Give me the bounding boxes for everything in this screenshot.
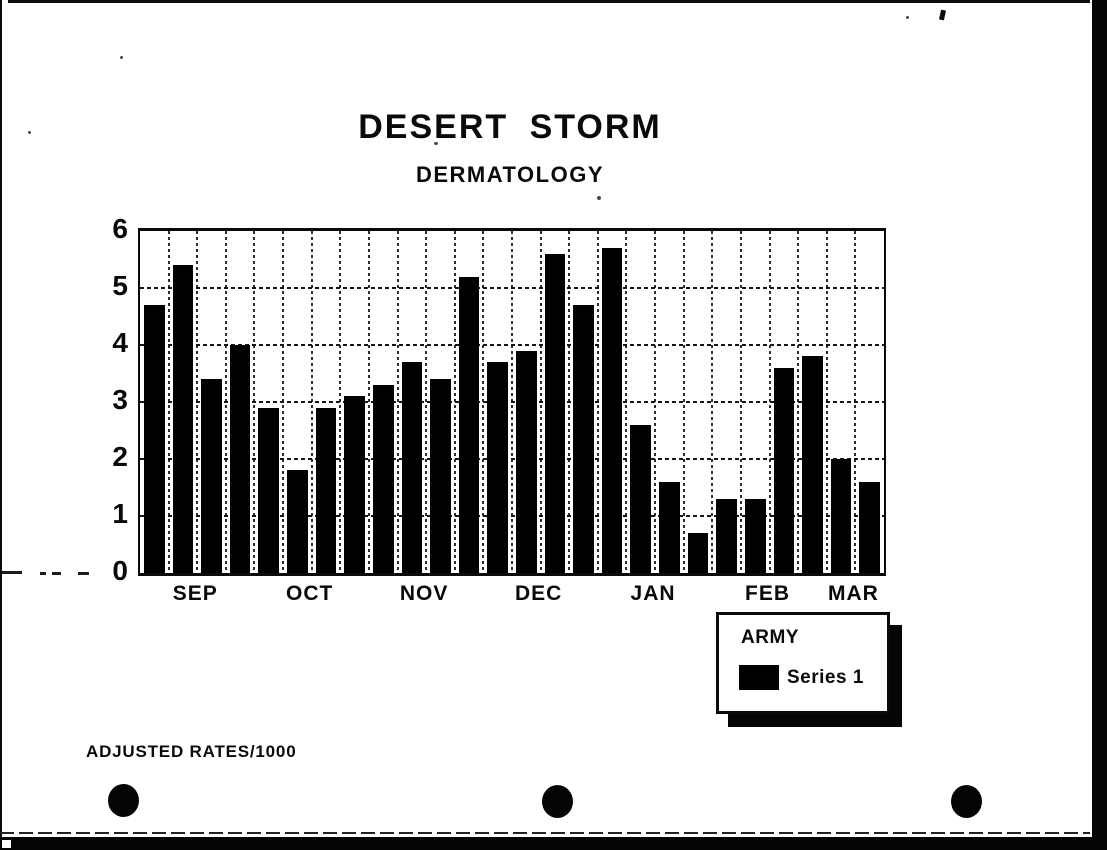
- v-gridline: [739, 231, 742, 573]
- y-axis-label-3: 3: [112, 384, 128, 415]
- v-gridline: [797, 231, 800, 573]
- scan-corner-notch: [2, 840, 11, 848]
- v-gridline: [596, 231, 599, 573]
- legend-entry: Series 1: [739, 665, 864, 690]
- bar-25: [830, 459, 852, 573]
- bar-5: [258, 407, 280, 573]
- footnote-adjusted-rates: ADJUSTED RATES/1000: [86, 742, 297, 761]
- v-gridline: [539, 231, 542, 573]
- bar-18: [630, 424, 652, 573]
- v-gridline: [367, 231, 370, 573]
- punch-hole-center: [542, 785, 573, 818]
- bar-23: [773, 367, 795, 573]
- legend-title: ARMY: [741, 627, 799, 648]
- punch-hole-left: [108, 784, 139, 817]
- bar-3: [201, 379, 222, 573]
- bar-15: [544, 253, 566, 573]
- bar-7: [315, 407, 337, 573]
- scan-speck: [28, 131, 31, 134]
- scan-speck: [597, 196, 601, 200]
- v-gridline: [224, 231, 227, 573]
- x-axis-label-mar: MAR: [827, 582, 879, 605]
- v-gridline: [511, 231, 513, 573]
- y-axis-label-1: 1: [112, 498, 128, 529]
- v-gridline: [253, 231, 256, 573]
- bar-chart-plot-area: [138, 228, 886, 576]
- scan-speck: [906, 16, 909, 19]
- bar-4: [229, 345, 251, 573]
- bar-17: [601, 248, 623, 573]
- scan-right-black-band: [1092, 0, 1107, 850]
- bar-22: [744, 498, 766, 573]
- bar-16: [573, 305, 594, 573]
- v-gridline: [625, 231, 628, 573]
- v-gridline: [425, 231, 428, 573]
- v-gridline: [654, 231, 657, 573]
- x-axis-label-jan: JAN: [630, 582, 676, 605]
- scan-dash-artifact: [52, 572, 61, 575]
- bar-19: [659, 481, 680, 573]
- scan-dash-artifact: [78, 572, 89, 575]
- bar-1: [144, 305, 165, 573]
- v-gridline: [196, 231, 199, 573]
- chart-title: DESERT STORM: [358, 108, 662, 146]
- scan-left-edge-line: [0, 0, 2, 843]
- v-gridline: [568, 231, 571, 573]
- scan-speck: [434, 142, 438, 145]
- y-axis-label-0: 0: [112, 555, 128, 586]
- bar-13: [487, 362, 508, 573]
- y-axis-label-6: 6: [112, 213, 128, 244]
- bar-20: [687, 533, 709, 573]
- bar-2: [172, 265, 194, 573]
- v-gridline: [711, 231, 714, 573]
- v-gridline: [167, 231, 170, 573]
- x-axis-label-sep: SEP: [172, 582, 218, 605]
- v-gridline: [396, 231, 399, 573]
- bar-21: [716, 498, 737, 573]
- v-gridline: [482, 231, 485, 573]
- title-block: DESERT STORM DERMATOLOGY: [138, 108, 882, 188]
- bar-11: [430, 379, 451, 573]
- v-gridline: [339, 231, 342, 573]
- x-axis-label-oct: OCT: [286, 582, 334, 605]
- bar-10: [401, 362, 423, 573]
- v-gridline: [854, 231, 857, 573]
- y-axis-label-5: 5: [112, 270, 128, 301]
- v-gridline: [453, 231, 456, 573]
- v-gridline: [825, 231, 828, 573]
- scan-bottom-black-band: [0, 837, 1107, 850]
- legend-series-label: Series 1: [787, 666, 864, 688]
- scan-apostrophe-mark: [939, 9, 946, 21]
- bar-12: [458, 276, 480, 573]
- v-gridline: [282, 231, 285, 573]
- punch-hole-right: [951, 785, 982, 818]
- scan-speck: [120, 56, 123, 59]
- v-gridline: [768, 231, 771, 573]
- bar-8: [344, 396, 365, 573]
- v-gridline: [310, 231, 313, 573]
- bar-6: [287, 470, 308, 573]
- scan-bottom-hairline: [0, 832, 1090, 834]
- bar-9: [372, 384, 394, 573]
- x-axis-label-nov: NOV: [399, 582, 449, 605]
- bar-24: [802, 356, 823, 573]
- x-axis-label-feb: FEB: [745, 582, 791, 605]
- scan-top-edge-line: [8, 0, 1090, 3]
- legend-box: ARMY Series 1: [716, 612, 890, 714]
- legend-series-swatch: [739, 665, 779, 690]
- bar-14: [516, 350, 537, 573]
- scan-dash-artifact: [2, 571, 22, 574]
- y-axis-label-2: 2: [112, 441, 128, 472]
- v-gridline: [682, 231, 685, 573]
- bar-26: [859, 481, 880, 573]
- chart-subtitle: DERMATOLOGY: [415, 162, 605, 187]
- scan-dash-artifact: [40, 572, 46, 575]
- x-axis-label-dec: DEC: [514, 582, 563, 605]
- y-axis-label-4: 4: [112, 327, 128, 358]
